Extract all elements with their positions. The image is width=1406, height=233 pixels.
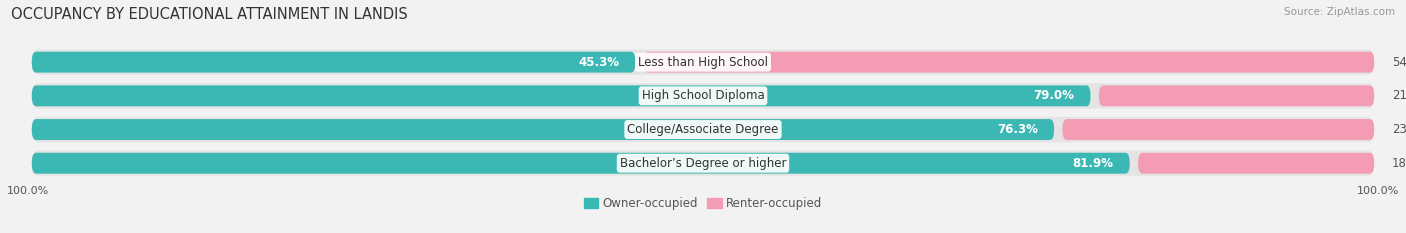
- Text: 54.7%: 54.7%: [1392, 56, 1406, 69]
- Text: 18.1%: 18.1%: [1392, 157, 1406, 170]
- Text: 81.9%: 81.9%: [1073, 157, 1114, 170]
- Text: 45.3%: 45.3%: [578, 56, 619, 69]
- FancyBboxPatch shape: [32, 83, 1374, 109]
- Text: Source: ZipAtlas.com: Source: ZipAtlas.com: [1284, 7, 1395, 17]
- Text: 79.0%: 79.0%: [1033, 89, 1074, 102]
- Text: OCCUPANCY BY EDUCATIONAL ATTAINMENT IN LANDIS: OCCUPANCY BY EDUCATIONAL ATTAINMENT IN L…: [11, 7, 408, 22]
- FancyBboxPatch shape: [32, 153, 1130, 174]
- FancyBboxPatch shape: [32, 86, 1091, 106]
- FancyBboxPatch shape: [1099, 86, 1374, 106]
- FancyBboxPatch shape: [644, 52, 1374, 73]
- Text: 23.7%: 23.7%: [1392, 123, 1406, 136]
- Text: High School Diploma: High School Diploma: [641, 89, 765, 102]
- FancyBboxPatch shape: [1137, 153, 1374, 174]
- FancyBboxPatch shape: [1063, 119, 1374, 140]
- FancyBboxPatch shape: [32, 119, 1054, 140]
- Text: Less than High School: Less than High School: [638, 56, 768, 69]
- Text: 76.3%: 76.3%: [997, 123, 1038, 136]
- FancyBboxPatch shape: [32, 52, 636, 73]
- FancyBboxPatch shape: [32, 151, 1374, 176]
- Legend: Owner-occupied, Renter-occupied: Owner-occupied, Renter-occupied: [579, 192, 827, 215]
- Text: Bachelor’s Degree or higher: Bachelor’s Degree or higher: [620, 157, 786, 170]
- Text: College/Associate Degree: College/Associate Degree: [627, 123, 779, 136]
- FancyBboxPatch shape: [32, 50, 1374, 75]
- Text: 21.0%: 21.0%: [1392, 89, 1406, 102]
- FancyBboxPatch shape: [32, 117, 1374, 142]
